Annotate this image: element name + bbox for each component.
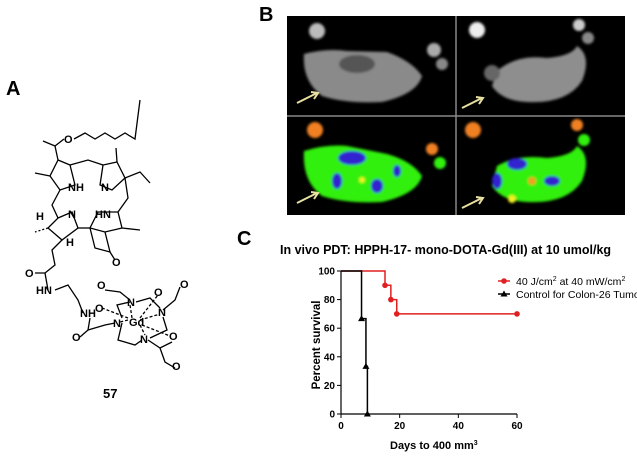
data-point <box>358 315 366 322</box>
panel-label-c: C <box>237 228 252 250</box>
atom-label: O <box>64 134 73 146</box>
legend-item-treated: 40 J/cm2 at 40 mW/cm2 <box>498 276 625 288</box>
legend-label-treated: 40 J/cm2 at 40 mW/cm2 <box>516 276 625 288</box>
atom-label: O <box>180 279 189 291</box>
y-tick-label: 100 <box>318 267 335 278</box>
mri-t1-pre <box>303 23 448 103</box>
tumor-arrow-icons <box>296 91 485 209</box>
atom-label: N <box>127 297 135 309</box>
y-axis-label: Percent survival <box>311 301 323 390</box>
atom-label: O <box>154 287 163 299</box>
x-tick-label: 20 <box>394 421 406 432</box>
atom-label: NH <box>80 308 96 320</box>
atom-label: H <box>36 211 44 223</box>
atom-label: NH <box>68 182 84 194</box>
atom-label: O <box>112 257 121 269</box>
data-point <box>382 282 388 289</box>
mri-map-post <box>465 119 590 203</box>
atom-label: O <box>97 280 106 292</box>
compound-number: 57 <box>103 386 117 401</box>
x-tick-label: 40 <box>453 421 465 432</box>
x-tick-label: 0 <box>338 421 344 432</box>
x-axis-label: Days to 400 mm3 <box>390 440 478 452</box>
atom-label: N <box>113 318 121 330</box>
atom-label: H <box>66 237 74 249</box>
y-tick-label: 80 <box>324 295 336 306</box>
atom-label: O <box>95 303 104 315</box>
data-point <box>393 311 400 317</box>
mri-image-grid <box>287 16 625 215</box>
series-line-0 <box>341 270 517 315</box>
atom-label: O <box>172 361 181 373</box>
panel-label-b: B <box>259 4 274 26</box>
data-point <box>363 410 371 417</box>
survival-chart: In vivo PDT: HPPH-17- mono-DOTA-Gd(III) … <box>280 243 637 452</box>
y-tick-label: 60 <box>324 324 336 335</box>
data-point <box>362 362 370 369</box>
atom-label: O <box>72 332 81 344</box>
atom-label: O <box>172 361 181 373</box>
mri-t1-post <box>469 19 594 103</box>
atom-label: HN <box>95 209 111 221</box>
atom-label: N <box>140 334 148 346</box>
atom-label: N <box>158 307 166 319</box>
atom-label: Gd <box>129 317 144 329</box>
atom-label: N <box>101 182 109 194</box>
x-tick-label: 60 <box>511 421 523 432</box>
y-tick-label: 40 <box>324 352 336 363</box>
data-point <box>514 311 520 317</box>
atom-label: O <box>25 268 34 280</box>
panel-label-a: A <box>6 78 21 100</box>
legend-marker-triangle <box>500 290 508 297</box>
chemical-structure: NH N N HN H H O O O HN NH O O O N N Gd N… <box>25 99 189 401</box>
y-tick-label: 20 <box>324 381 336 392</box>
atom-label: O <box>169 331 178 343</box>
series-line-1 <box>341 270 369 414</box>
data-point <box>388 296 394 303</box>
mri-map-pre <box>303 122 446 203</box>
legend-label-control: Control for Colon-26 Tumor <box>516 289 637 301</box>
legend-item-control: Control for Colon-26 Tumor <box>498 289 637 301</box>
legend-marker-circle <box>501 278 507 284</box>
chart-title: In vivo PDT: HPPH-17- mono-DOTA-Gd(III) … <box>280 243 611 257</box>
atom-label: HN <box>36 285 52 297</box>
atom-label: N <box>68 209 76 221</box>
y-tick-label: 0 <box>329 410 335 421</box>
